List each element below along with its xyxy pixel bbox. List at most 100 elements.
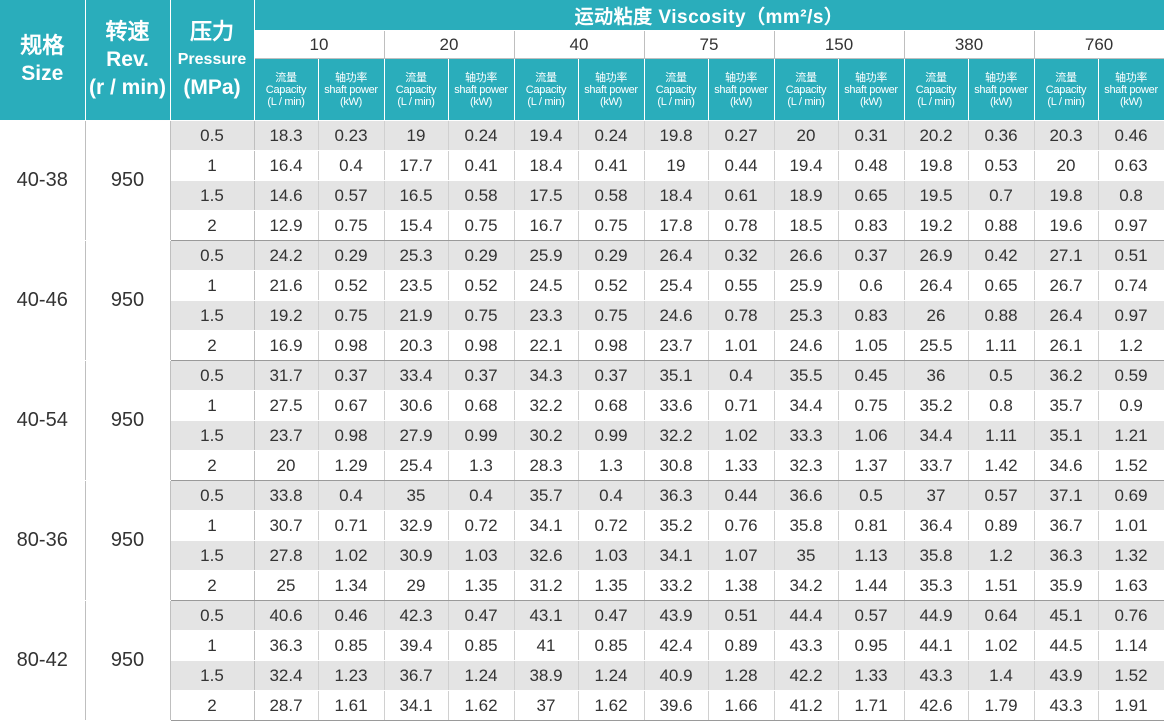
shaft-power-cell: 0.27 [708,120,775,151]
capacity-label-line: Capacity [785,83,827,96]
shaft-power-cell: 0.97 [1098,300,1164,331]
capacity-cell: 42.6 [904,690,969,721]
pressure-header-en: Pressure [177,51,247,68]
power-label-line: 轴功率 [724,71,758,84]
rev-header: 转速 Rev. (r / min) [85,0,171,121]
shaft-power-cell: 1.2 [1098,330,1164,361]
shaft-power-cell: 0.9 [1098,390,1164,421]
capacity-cell: 20.2 [904,120,969,151]
capacity-cell: 19.8 [1034,180,1099,211]
shaft-power-cell: 0.7 [968,180,1035,211]
capacity-cell: 21.9 [384,300,449,331]
pressure-cell: 0.5 [170,480,255,511]
capacity-cell: 26.4 [1034,300,1099,331]
shaft-power-cell: 1.14 [1098,630,1164,661]
pressure-cell: 1.5 [170,300,255,331]
shaft-power-cell: 0.46 [318,600,385,631]
capacity-cell: 43.3 [774,630,839,661]
capacity-cell: 33.2 [644,570,709,601]
shaft-power-cell: 0.81 [838,510,905,541]
shaft-power-cell: 0.83 [838,210,905,241]
pressure-cell: 1.5 [170,180,255,211]
rev-cell: 950 [85,600,171,721]
table-row: 40-54 950 0.5 31.7 0.37 33.4 0.37 34.3 0.37 35.1 0… [0,360,1164,481]
shaft-power-cell: 0.52 [448,270,515,301]
table-row: 1.5 27.8 1.02 30.9 1.03 32.6 1.03 34.1 1.07 35 1.1… [0,540,1164,571]
shaft-power-cell: 0.71 [318,510,385,541]
viscosity-value: 20 [384,30,515,59]
capacity-cell: 25.4 [384,450,449,481]
power-label-line: (kW) [859,95,882,108]
capacity-cell: 35.7 [514,480,579,511]
power-label-line: (kW) [989,95,1012,108]
shaft-power-subheader: 轴功率 shaft power (kW) [318,58,385,121]
capacity-cell: 24.6 [774,330,839,361]
shaft-power-cell: 0.52 [578,270,645,301]
shaft-power-cell: 0.76 [1098,600,1164,631]
capacity-cell: 27.9 [384,420,449,451]
shaft-power-cell: 1.33 [708,450,775,481]
capacity-cell: 34.4 [774,390,839,421]
shaft-power-cell: 0.78 [708,300,775,331]
capacity-cell: 35.8 [904,540,969,571]
capacity-cell: 19.8 [644,120,709,151]
shaft-power-cell: 0.75 [318,300,385,331]
shaft-power-cell: 1.3 [578,450,645,481]
capacity-cell: 20.3 [1034,120,1099,151]
pressure-cell: 0.5 [170,240,255,271]
capacity-cell: 36.6 [774,480,839,511]
shaft-power-cell: 0.98 [318,330,385,361]
capacity-cell: 27.8 [254,540,319,571]
shaft-power-cell: 1.62 [578,690,645,721]
capacity-cell: 17.8 [644,210,709,241]
capacity-cell: 32.6 [514,540,579,571]
capacity-cell: 35.3 [904,570,969,601]
shaft-power-cell: 0.37 [318,360,385,391]
shaft-power-cell: 0.37 [578,360,645,391]
capacity-cell: 35.5 [774,360,839,391]
table-row: 80-42 950 0.5 40.6 0.46 42.3 0.47 43.1 0.47 43.9 0… [0,600,1164,721]
capacity-subheader: 流量 Capacity (L / min) [254,58,319,121]
viscosity-value: 150 [774,30,905,59]
pressure-cell: 1 [170,390,255,421]
capacity-cell: 42.2 [774,660,839,691]
shaft-power-cell: 0.95 [838,630,905,661]
shaft-power-cell: 0.8 [968,390,1035,421]
capacity-cell: 35.9 [1034,570,1099,601]
capacity-cell: 28.7 [254,690,319,721]
shaft-power-cell: 0.41 [448,150,515,181]
shaft-power-subheader: 轴功率 shaft power (kW) [578,58,645,121]
shaft-power-cell: 0.8 [1098,180,1164,211]
capacity-cell: 18.5 [774,210,839,241]
pressure-cell: 0.5 [170,120,255,151]
shaft-power-cell: 1.35 [578,570,645,601]
capacity-label-line: 流量 [1055,71,1077,84]
capacity-subheader: 流量 Capacity (L / min) [904,58,969,121]
pressure-cell: 1.5 [170,660,255,691]
capacity-cell: 35.2 [644,510,709,541]
pressure-cell: 1 [170,150,255,181]
power-label-line: (kW) [729,95,752,108]
capacity-subheader: 流量 Capacity (L / min) [774,58,839,121]
power-label-line: 轴功率 [854,71,888,84]
capacity-cell: 43.1 [514,600,579,631]
table-row: 2 28.7 1.61 34.1 1.62 37 1.62 39.6 1.66 41.2 1.71 4… [0,690,1164,721]
shaft-power-cell: 1.23 [318,660,385,691]
shaft-power-cell: 1.02 [968,630,1035,661]
capacity-cell: 19.6 [1034,210,1099,241]
shaft-power-subheader: 轴功率 shaft power (kW) [1098,58,1164,121]
size-header-en: Size [21,62,64,85]
capacity-cell: 35.1 [1034,420,1099,451]
power-label-line: 轴功率 [1115,71,1148,84]
capacity-cell: 34.1 [384,690,449,721]
capacity-cell: 24.5 [514,270,579,301]
capacity-cell: 34.4 [904,420,969,451]
pressure-header-cn: 压力 [189,19,234,44]
capacity-cell: 20 [254,450,319,481]
shaft-power-cell: 0.29 [318,240,385,271]
capacity-cell: 30.2 [514,420,579,451]
shaft-power-cell: 0.58 [578,180,645,211]
shaft-power-cell: 0.24 [448,120,515,151]
size-cell: 80-36 [0,480,86,601]
table-row: 1.5 14.6 0.57 16.5 0.58 17.5 0.58 18.4 0.61 18.9 0… [0,180,1164,211]
